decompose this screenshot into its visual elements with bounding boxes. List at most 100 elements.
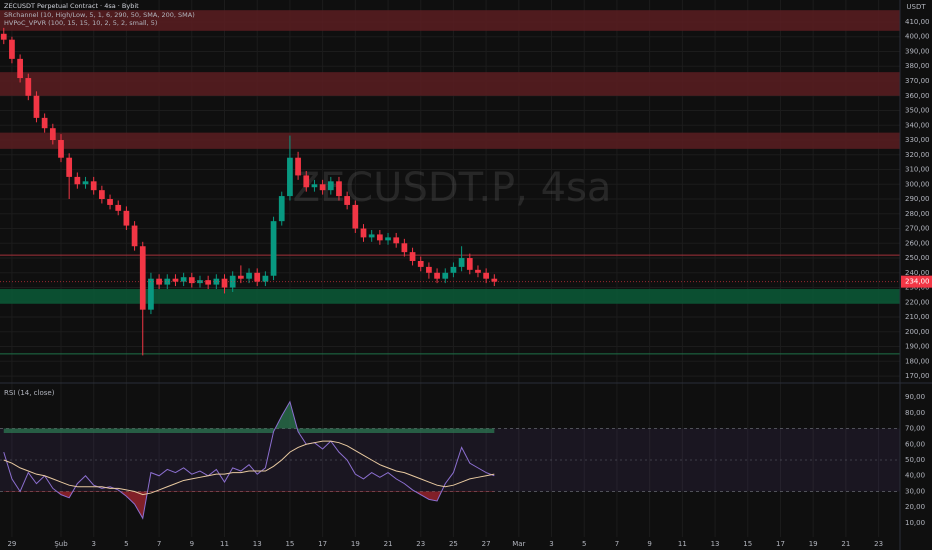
sr-zone <box>0 10 900 31</box>
y-tick-label: 270,00 <box>905 225 930 233</box>
rsi-tick-label: 50,00 <box>905 456 925 464</box>
candle-body <box>393 237 400 244</box>
y-tick-label: 220,00 <box>905 298 930 306</box>
candle-body <box>25 78 32 96</box>
rsi-tick-label: 20,00 <box>905 503 925 511</box>
candle-body <box>295 157 301 176</box>
candle-body <box>205 280 212 285</box>
x-tick-label: 3 <box>91 540 95 548</box>
x-tick-label: 17 <box>318 540 327 548</box>
x-tick-label: 5 <box>124 540 128 548</box>
candle-body <box>409 252 416 261</box>
candle-body <box>319 184 326 191</box>
last-price-label: 234,00 <box>905 278 930 286</box>
candle-body <box>58 140 64 158</box>
rsi-band <box>0 428 900 492</box>
candle-body <box>360 228 367 238</box>
candle-body <box>221 278 228 288</box>
indicator-label: HVPoC_VPVR (100, 15, 15, 10, 2, 5, 2, sm… <box>4 19 158 27</box>
candle-body <box>417 260 424 267</box>
y-tick-label: 410,00 <box>905 18 930 26</box>
candle-body <box>303 175 310 188</box>
rsi-tick-label: 30,00 <box>905 487 925 495</box>
rsi-tick-label: 80,00 <box>905 409 925 417</box>
candle-body <box>82 181 89 185</box>
rsi-tick-label: 70,00 <box>905 425 925 433</box>
x-tick-label: 15 <box>285 540 294 548</box>
x-tick-label: 13 <box>253 540 262 548</box>
x-tick-label: 9 <box>190 540 194 548</box>
rsi-title: RSI (14, close) <box>4 389 55 397</box>
x-tick-label: 11 <box>678 540 687 548</box>
x-tick-label: 23 <box>416 540 425 548</box>
candle-body <box>327 181 334 191</box>
candle-body <box>33 95 40 118</box>
candle-body <box>475 269 481 273</box>
candle-body <box>246 272 252 279</box>
y-tick-label: 340,00 <box>905 121 930 129</box>
candle-body <box>74 176 81 185</box>
x-tick-label: 21 <box>384 540 393 548</box>
last-price-tag <box>901 275 932 288</box>
y-tick-label: 380,00 <box>905 62 930 70</box>
x-tick-label: 11 <box>220 540 229 548</box>
candle-body <box>311 184 318 188</box>
currency-label: USDT <box>906 3 926 11</box>
candle-body <box>197 280 203 284</box>
candle-body <box>49 128 56 141</box>
candle-body <box>344 196 351 205</box>
x-tick-label: 3 <box>549 540 553 548</box>
candle-body <box>107 199 113 205</box>
sr-zone <box>0 289 900 304</box>
y-tick-label: 310,00 <box>905 166 930 174</box>
x-tick-label: 19 <box>809 540 818 548</box>
x-tick-label: 7 <box>157 540 161 548</box>
candle-body <box>426 266 432 273</box>
x-tick-label: Şub <box>54 540 68 548</box>
candle-body <box>483 272 489 279</box>
x-tick-label: 17 <box>776 540 785 548</box>
candle-body <box>458 258 465 267</box>
candle-body <box>270 221 277 276</box>
x-tick-label: 13 <box>711 540 720 548</box>
x-tick-label: 29 <box>7 540 16 548</box>
candle-body <box>66 157 73 177</box>
y-tick-label: 350,00 <box>905 107 930 115</box>
y-tick-label: 390,00 <box>905 47 930 55</box>
x-tick-label: 9 <box>647 540 651 548</box>
candle-body <box>188 277 195 284</box>
rsi-line <box>3 400 495 520</box>
candle-body <box>41 117 48 129</box>
symbol-title: ZECUSDT Perpetual Contract · 4sa · Bybit <box>4 2 139 10</box>
candle-body <box>90 181 97 191</box>
y-tick-label: 250,00 <box>905 254 930 262</box>
candle-body <box>17 58 23 79</box>
candle-body <box>491 278 498 282</box>
candle-body <box>123 210 130 226</box>
y-tick-label: 400,00 <box>905 33 930 41</box>
candle-body <box>139 246 146 310</box>
candle-body <box>131 225 138 247</box>
y-tick-label: 190,00 <box>905 343 930 351</box>
x-tick-label: 27 <box>482 540 491 548</box>
candle-body <box>352 204 359 229</box>
y-tick-label: 210,00 <box>905 313 930 321</box>
candle-body <box>262 275 269 282</box>
y-tick-label: 360,00 <box>905 92 930 100</box>
x-tick-label: 23 <box>874 540 883 548</box>
candle-body <box>434 272 440 279</box>
candle-body <box>368 234 375 238</box>
candle-body <box>180 277 187 282</box>
y-tick-label: 170,00 <box>905 372 930 380</box>
y-tick-label: 240,00 <box>905 269 930 277</box>
candle-body <box>401 243 408 253</box>
candle-body <box>254 272 261 282</box>
candle-body <box>376 234 383 241</box>
candle-body <box>0 33 7 40</box>
indicator-label: SRchannel (10, High/Low, 5, 1, 6, 290, 5… <box>4 11 195 19</box>
candle-body <box>450 266 457 273</box>
candle-body <box>229 275 236 288</box>
x-tick-label: 7 <box>615 540 619 548</box>
